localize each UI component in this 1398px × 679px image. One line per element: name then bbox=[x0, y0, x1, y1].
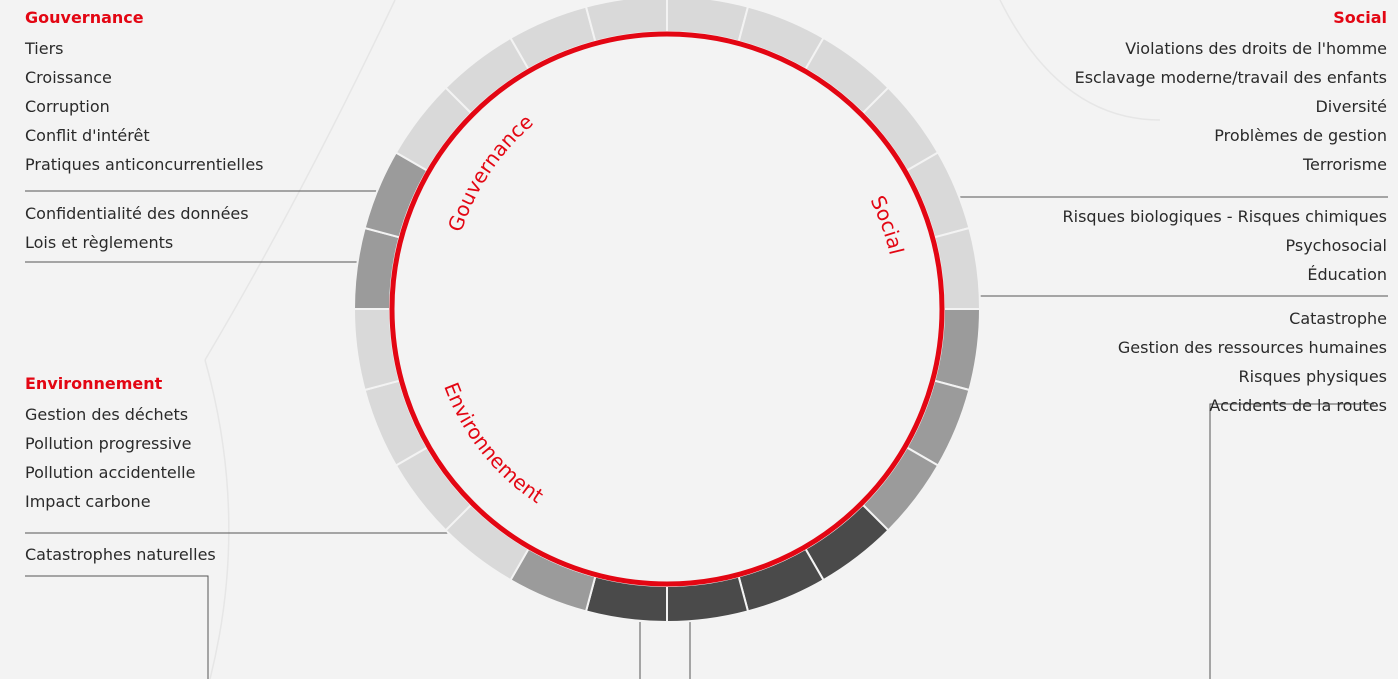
wheel-label-social: Social bbox=[866, 192, 909, 257]
risk-item: Confidentialité des données bbox=[25, 204, 249, 223]
risk-item: Esclavage moderne/travail des enfants bbox=[1074, 68, 1387, 87]
red-inner-ring bbox=[389, 31, 945, 587]
risk-item: Problèmes de gestion bbox=[1214, 126, 1387, 145]
social-group: Social Violations des droits de l'homme … bbox=[1075, 8, 1387, 179]
social-heading: Social bbox=[1333, 8, 1387, 27]
connector-line bbox=[25, 575, 209, 679]
environment-heading: Environnement bbox=[25, 374, 163, 393]
governance-subgroup: Confidentialité des données Lois et règl… bbox=[25, 199, 249, 257]
risk-item: Gestion des ressources humaines bbox=[1117, 338, 1387, 357]
risk-item: Catastrophe bbox=[1289, 309, 1387, 328]
risk-item: Accidents de la routes bbox=[1209, 396, 1387, 415]
background-arc bbox=[204, 359, 230, 679]
environment-subgroup: Catastrophes naturelles bbox=[25, 540, 216, 569]
background-arc bbox=[999, 0, 1161, 121]
social-subgroup-1: Risques biologiques - Risques chimiques … bbox=[1063, 202, 1387, 289]
risk-item: Psychosocial bbox=[1285, 236, 1387, 255]
risk-item: Risques biologiques - Risques chimiques bbox=[1062, 207, 1387, 226]
risk-item: Terrorisme bbox=[1303, 155, 1387, 174]
risk-item: Catastrophes naturelles bbox=[25, 545, 216, 564]
risk-item: Impact carbone bbox=[25, 492, 151, 511]
wheel-label-social-text: Social bbox=[866, 192, 909, 257]
background-arc bbox=[204, 0, 396, 361]
environment-group: Environnement Gestion des déchets Pollut… bbox=[25, 374, 195, 516]
governance-heading: Gouvernance bbox=[25, 8, 144, 27]
risk-item: Corruption bbox=[25, 97, 110, 116]
governance-group: Gouvernance Tiers Croissance Corruption … bbox=[25, 8, 264, 179]
risk-item: Pollution accidentelle bbox=[25, 463, 196, 482]
risk-item: Éducation bbox=[1307, 265, 1387, 284]
risk-item: Diversité bbox=[1315, 97, 1387, 116]
risk-item: Pratiques anticoncurrentielles bbox=[25, 155, 264, 174]
social-subgroup-2: Catastrophe Gestion des ressources humai… bbox=[1118, 304, 1387, 420]
risk-item: Gestion des déchets bbox=[25, 405, 189, 424]
risk-item: Croissance bbox=[25, 68, 112, 87]
ring-segments bbox=[352, 0, 982, 624]
risk-item: Risques physiques bbox=[1238, 367, 1387, 386]
risk-item: Tiers bbox=[25, 39, 64, 58]
connector-line bbox=[1209, 403, 1374, 679]
risk-item: Lois et règlements bbox=[25, 233, 174, 252]
risk-item: Violations des droits de l'homme bbox=[1125, 39, 1387, 58]
risk-item: Pollution progressive bbox=[25, 434, 192, 453]
risk-item: Conflit d'intérêt bbox=[25, 126, 150, 145]
